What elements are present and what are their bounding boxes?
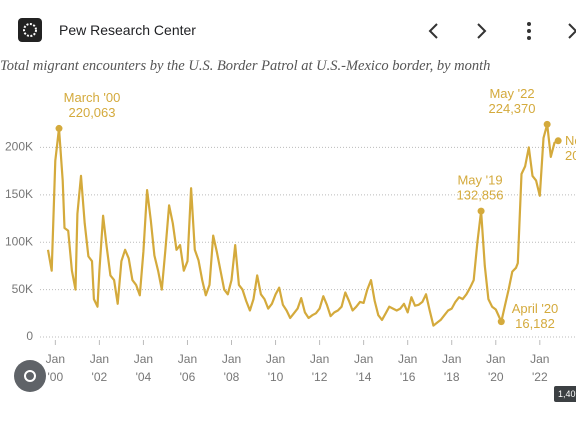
x-tick-label: Jan '20 xyxy=(486,352,506,384)
annotation-label: May '19 xyxy=(457,173,502,188)
y-tick-label: 150K xyxy=(5,187,33,201)
more-button[interactable] xyxy=(527,22,531,40)
x-tick-label: Jan '14 xyxy=(353,352,374,384)
annotation-label: April '20 xyxy=(512,301,559,316)
site-icon[interactable] xyxy=(18,18,42,42)
x-tick-label: Jan '22 xyxy=(530,352,550,384)
x-tick-label: Jan '12 xyxy=(309,352,330,384)
y-tick-label: 50K xyxy=(12,282,33,296)
annotation-label: No xyxy=(565,133,576,148)
x-tick-label: Jan '04 xyxy=(133,352,154,384)
annotation-value: 132,856 xyxy=(457,188,504,203)
y-tick-label: 0 xyxy=(26,329,33,343)
x-tick-label: Jan '02 xyxy=(89,352,110,384)
annotation-dot xyxy=(55,124,63,132)
site-icon-mark xyxy=(23,23,37,37)
annotation-dot xyxy=(554,137,562,145)
x-tick-label: Jan '10 xyxy=(265,352,286,384)
annotation-dot xyxy=(543,120,551,128)
image-size: 1,40 xyxy=(554,386,576,402)
data-line xyxy=(46,123,559,327)
annotation-label: March '00 xyxy=(64,90,121,105)
source-title: Pew Research Center xyxy=(59,22,196,38)
x-tick-label: Jan '06 xyxy=(177,352,198,384)
annotation-value: 16,182 xyxy=(515,316,555,331)
x-tick-label: Jan '18 xyxy=(442,352,462,384)
annotation-dot xyxy=(477,207,485,215)
annotation-dot xyxy=(497,318,505,326)
y-tick-label: 200K xyxy=(5,140,33,154)
next-button[interactable] xyxy=(477,23,487,39)
y-tick-label: 100K xyxy=(5,234,33,248)
annotation-value: 220,063 xyxy=(69,105,116,120)
chart-title: Total migrant encounters by the U.S. Bor… xyxy=(0,58,491,74)
x-tick-label: Jan '08 xyxy=(221,352,242,384)
annotation-value: 20 xyxy=(565,148,576,163)
prev-button[interactable] xyxy=(428,23,438,39)
annotation-value: 224,370 xyxy=(489,101,536,116)
lens-icon xyxy=(24,370,36,382)
x-tick-label: Jan '00 xyxy=(45,352,65,384)
x-tick-label: Jan '16 xyxy=(397,352,418,384)
lens-button[interactable] xyxy=(14,360,46,392)
next-partial[interactable] xyxy=(568,23,576,39)
annotation-label: May '22 xyxy=(489,86,534,101)
